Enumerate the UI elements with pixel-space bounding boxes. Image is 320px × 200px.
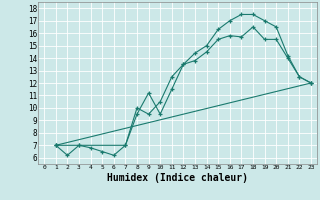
X-axis label: Humidex (Indice chaleur): Humidex (Indice chaleur) <box>107 173 248 183</box>
